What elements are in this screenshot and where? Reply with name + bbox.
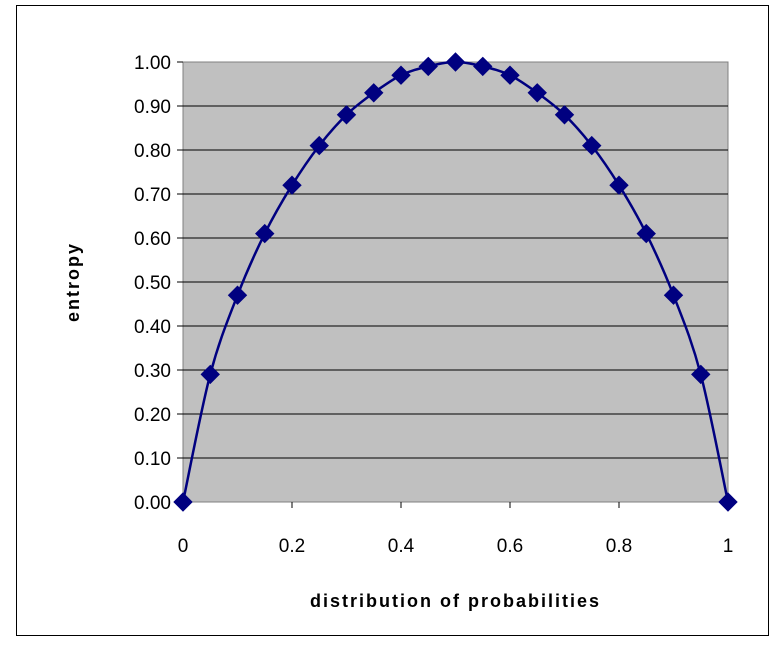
- x-tick-label: 0.2: [279, 536, 305, 557]
- y-tick-label: 0.50: [134, 273, 171, 294]
- data-point: [391, 65, 411, 85]
- y-tick-label: 0.20: [134, 405, 171, 426]
- data-point: [500, 65, 520, 85]
- x-tick-label: 0: [178, 536, 189, 557]
- data-point: [527, 83, 547, 103]
- y-axis-title: entropy: [63, 242, 83, 322]
- data-point: [282, 175, 302, 195]
- y-tick-label: 0.90: [134, 97, 171, 118]
- data-point: [609, 175, 629, 195]
- y-tick-label: 0.30: [134, 361, 171, 382]
- x-tick-label: 0.6: [497, 536, 523, 557]
- x-axis-ticks: 0 0.2 0.4 0.6 0.8 1: [178, 502, 734, 557]
- x-tick-label: 0.8: [606, 536, 632, 557]
- data-point: [582, 135, 602, 156]
- chart-frame: 0.00 0.10 0.20 0.30 0.40 0.50 0.60 0.70 0.80 0.90…: [16, 5, 769, 636]
- entropy-chart: 0.000.100.200.300.400.500.600.700.800.90…: [63, 52, 738, 611]
- data-markers: [173, 52, 738, 512]
- data-point: [336, 105, 357, 125]
- y-tick-label: 0.60: [134, 229, 171, 250]
- data-point: [636, 223, 656, 244]
- data-point: [418, 56, 438, 77]
- data-point: [445, 52, 466, 72]
- y-axis-ticks: 0.00 0.10 0.20 0.30 0.40 0.50 0.60 0.70 0.80 0.90…: [134, 53, 183, 514]
- x-tick-label: 0.4: [388, 536, 415, 557]
- data-point: [663, 285, 684, 305]
- data-point: [173, 492, 193, 512]
- data-point: [309, 135, 329, 156]
- y-tick-label: 0.10: [134, 449, 171, 470]
- y-tick-label: 0.80: [134, 141, 171, 162]
- data-point: [473, 56, 493, 77]
- gridlines: [183, 105, 728, 459]
- data-point: [554, 105, 575, 125]
- data-point: [255, 223, 275, 244]
- y-tick-label: 0.70: [134, 185, 171, 206]
- x-tick-label: 1: [723, 536, 734, 557]
- y-tick-label: 1.00: [134, 53, 171, 74]
- y-tick-label: 0.00: [134, 493, 171, 514]
- y-tick-label: 0.40: [134, 317, 171, 338]
- data-point: [200, 364, 220, 385]
- x-axis-title: distribution of probabilities: [310, 591, 601, 611]
- data-point: [718, 492, 738, 512]
- data-point: [227, 285, 248, 305]
- data-point: [691, 364, 711, 385]
- data-point: [364, 83, 384, 103]
